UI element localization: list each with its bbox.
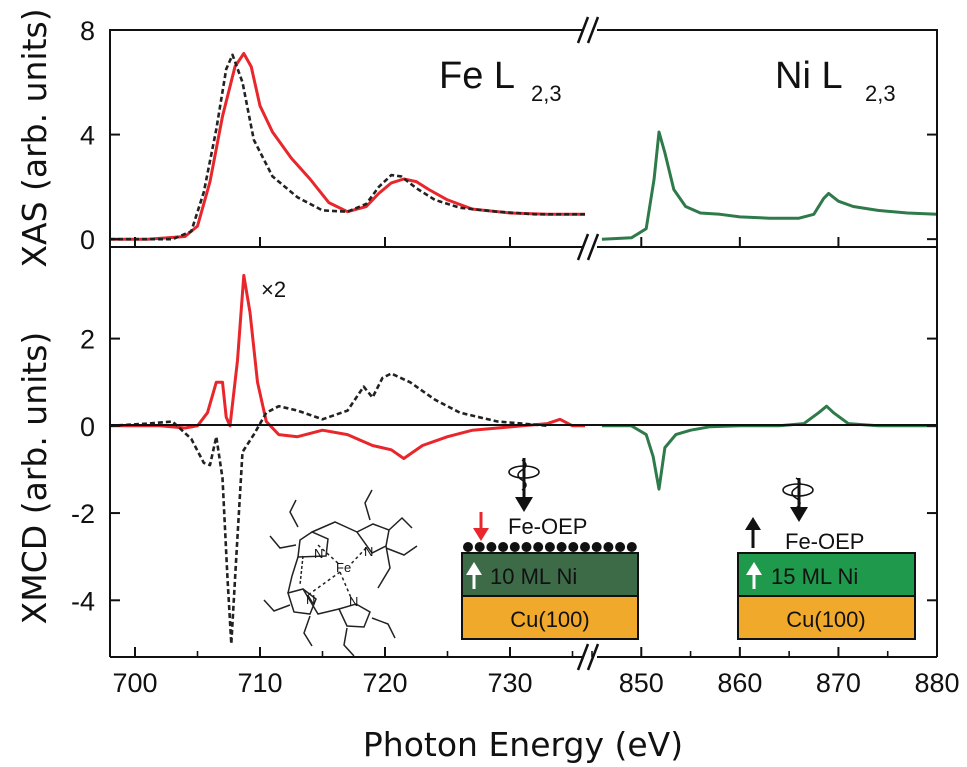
fe-oep-molecule-diagram: Fe N N N N bbox=[263, 489, 418, 657]
fe-moment-arrowhead-right bbox=[745, 517, 761, 530]
fe-oep-molecule-dot bbox=[544, 542, 555, 552]
fe-oep-molecule-dot bbox=[626, 542, 637, 552]
ni-edge-label-main: Ni L bbox=[775, 55, 843, 97]
x-tick-label: 880 bbox=[914, 668, 959, 698]
nitrogen-label-1: N bbox=[314, 546, 323, 561]
xmcd-series-2 bbox=[601, 404, 937, 491]
fe-edge-label-sub: 2,3 bbox=[531, 81, 562, 106]
xmcd-y-tick-label: -4 bbox=[71, 586, 95, 616]
x-tick-label: 730 bbox=[487, 668, 532, 698]
ni-layer-10ml bbox=[461, 552, 639, 597]
fe-oep-molecule-dot bbox=[474, 542, 485, 552]
xmcd-y-tick-label: 0 bbox=[80, 412, 95, 442]
photon-beam-arrowhead bbox=[515, 497, 533, 512]
scale-factor-annotation: ×2 bbox=[261, 277, 286, 302]
curves-layer bbox=[109, 52, 938, 646]
x-tick-label: 710 bbox=[237, 668, 282, 698]
xas-series-0 bbox=[110, 52, 585, 241]
x-axis-title: Photon Energy (eV) bbox=[363, 725, 683, 764]
fe-oep-molecule-dot bbox=[603, 542, 614, 552]
fe-oep-molecule-dot bbox=[521, 542, 532, 552]
ni-layer-15ml-label: 15 ML Ni bbox=[771, 564, 858, 589]
fe-oep-label-left: Fe-OEP bbox=[508, 514, 587, 539]
x-tick-label: 860 bbox=[717, 668, 762, 698]
axis-break-marker bbox=[576, 16, 600, 671]
xmcd-y-tick-label: 2 bbox=[80, 325, 95, 355]
ni-edge-label: Ni L 2,3 bbox=[775, 55, 896, 106]
tick-layer: 700 710 720 730 850 860 870 880 0 4 8 -4 -2 0 2 bbox=[71, 16, 960, 698]
porphyrin-ring bbox=[287, 521, 391, 628]
cu-substrate-left bbox=[461, 595, 639, 640]
fe-moment-arrowhead bbox=[473, 528, 489, 541]
fe-oep-molecule-dot bbox=[615, 542, 626, 552]
ni-edge-label-sub: 2,3 bbox=[865, 81, 896, 106]
ni-layer-15ml bbox=[737, 552, 916, 597]
x-tick-label: 700 bbox=[112, 668, 157, 698]
fe-oep-molecule-dot bbox=[580, 542, 590, 552]
xas-series-2 bbox=[601, 130, 938, 241]
fe-oep-molecule-dot bbox=[463, 542, 473, 552]
fe-oep-molecule-dot bbox=[486, 542, 497, 552]
xas-y-tick-label: 0 bbox=[80, 225, 95, 255]
xas-y-tick-label: 8 bbox=[80, 16, 95, 46]
xmcd-series-0 bbox=[110, 273, 585, 460]
xmcd-y-axis-title: XMCD (arb. units) bbox=[15, 332, 54, 625]
fe-oep-label-right: Fe-OEP bbox=[785, 529, 864, 554]
fe-edge-label: Fe L 2,3 bbox=[439, 55, 562, 106]
x-tick-label: 850 bbox=[619, 668, 664, 698]
ethyl-groups bbox=[263, 489, 418, 657]
molecule-dots-layer bbox=[463, 542, 637, 552]
fe-oep-molecule-dot bbox=[498, 542, 509, 552]
nitrogen-label-3: N bbox=[306, 592, 315, 607]
cu-substrate-right-label: Cu(100) bbox=[786, 607, 865, 632]
xas-y-tick-label: 4 bbox=[80, 121, 95, 151]
fe-oep-molecule-dot bbox=[556, 542, 567, 552]
nitrogen-label-2: N bbox=[364, 544, 373, 559]
x-tick-label: 720 bbox=[362, 668, 407, 698]
ni-moment-arrow-right bbox=[746, 562, 762, 589]
xmcd-series-1 bbox=[109, 372, 548, 646]
photon-beam-arrowhead-right bbox=[790, 507, 808, 522]
fe-oep-molecule-dot bbox=[533, 542, 544, 552]
nitrogen-label-4: N bbox=[349, 594, 358, 609]
sample-schematic-15ml: Fe-OEP 15 ML Ni Cu(100) bbox=[737, 477, 916, 640]
plot-frames bbox=[109, 29, 938, 658]
xas-y-axis-title: XAS (arb. units) bbox=[15, 8, 54, 267]
fe-oep-molecule-dot bbox=[591, 542, 602, 552]
ni-moment-arrow-left bbox=[466, 562, 482, 589]
fe-atom-label: Fe bbox=[336, 560, 351, 575]
cu-substrate-right bbox=[737, 595, 916, 640]
sample-schematic-10ml: Fe-OEP 10 ML Ni Cu(100) bbox=[461, 458, 639, 640]
ni-layer-10ml-label: 10 ML Ni bbox=[490, 564, 577, 589]
fe-oep-molecule-dot bbox=[568, 542, 579, 552]
fe-edge-label-main: Fe L bbox=[439, 55, 515, 97]
fe-oep-molecule-dot bbox=[509, 542, 520, 552]
cu-substrate-left-label: Cu(100) bbox=[510, 607, 589, 632]
x-tick-label: 870 bbox=[816, 668, 861, 698]
xmcd-y-tick-label: -2 bbox=[71, 499, 95, 529]
